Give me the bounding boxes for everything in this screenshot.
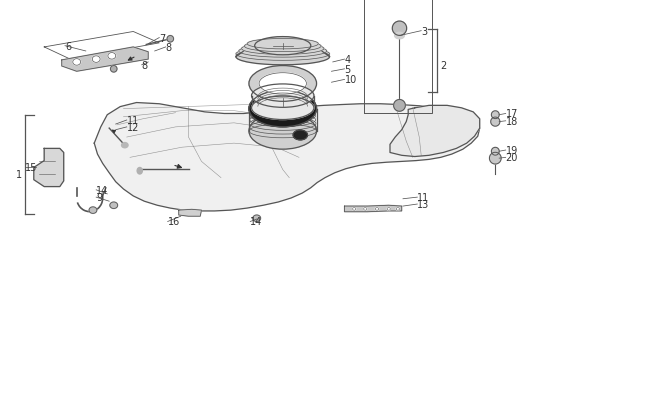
Ellipse shape <box>489 153 501 164</box>
Ellipse shape <box>111 66 117 73</box>
Text: 3: 3 <box>421 27 427 36</box>
Text: 16: 16 <box>168 217 180 227</box>
Ellipse shape <box>376 208 378 211</box>
Ellipse shape <box>247 39 318 50</box>
Ellipse shape <box>239 46 327 58</box>
Ellipse shape <box>491 118 500 127</box>
Ellipse shape <box>387 208 390 211</box>
Ellipse shape <box>73 60 81 66</box>
Ellipse shape <box>491 111 499 119</box>
Text: 20: 20 <box>506 153 518 163</box>
Text: 15: 15 <box>25 163 37 173</box>
Ellipse shape <box>395 33 404 40</box>
Text: 8: 8 <box>142 61 148 70</box>
Ellipse shape <box>236 49 330 66</box>
Ellipse shape <box>92 57 100 63</box>
Ellipse shape <box>364 208 367 211</box>
Text: 9: 9 <box>96 193 102 202</box>
Text: 8: 8 <box>166 43 172 53</box>
Text: 10: 10 <box>344 75 357 85</box>
Text: 6: 6 <box>65 42 71 51</box>
Ellipse shape <box>249 113 317 150</box>
Polygon shape <box>94 103 480 211</box>
Text: 14: 14 <box>250 217 263 227</box>
Polygon shape <box>34 149 64 187</box>
Text: 5: 5 <box>344 65 351 75</box>
Ellipse shape <box>108 53 116 60</box>
Text: 17: 17 <box>506 109 518 119</box>
Ellipse shape <box>252 85 314 108</box>
Ellipse shape <box>394 100 406 112</box>
Ellipse shape <box>122 143 128 148</box>
Text: 13: 13 <box>417 200 430 209</box>
Ellipse shape <box>236 48 330 61</box>
Ellipse shape <box>393 22 407 36</box>
Text: 2: 2 <box>440 61 447 70</box>
Polygon shape <box>62 48 148 72</box>
Polygon shape <box>390 106 480 157</box>
Text: 4: 4 <box>344 55 350 65</box>
Ellipse shape <box>352 208 356 211</box>
Ellipse shape <box>252 97 314 120</box>
Ellipse shape <box>249 66 317 102</box>
Polygon shape <box>179 210 202 217</box>
Ellipse shape <box>293 131 307 141</box>
Ellipse shape <box>253 215 261 222</box>
Text: 11: 11 <box>127 116 139 126</box>
Ellipse shape <box>396 208 399 211</box>
Ellipse shape <box>259 74 306 95</box>
Ellipse shape <box>249 91 317 128</box>
Text: 12: 12 <box>127 123 139 132</box>
Text: 19: 19 <box>506 146 518 156</box>
Polygon shape <box>344 206 402 212</box>
Text: 18: 18 <box>506 117 518 126</box>
Ellipse shape <box>110 202 118 209</box>
Ellipse shape <box>89 207 97 214</box>
Ellipse shape <box>242 44 324 55</box>
Text: 14: 14 <box>96 185 109 195</box>
Ellipse shape <box>137 168 142 175</box>
Ellipse shape <box>244 41 321 53</box>
Text: 7: 7 <box>159 34 166 43</box>
Ellipse shape <box>491 148 499 156</box>
Ellipse shape <box>167 36 174 43</box>
Ellipse shape <box>255 38 311 55</box>
Text: 11: 11 <box>417 193 430 202</box>
Text: 1: 1 <box>16 169 23 179</box>
